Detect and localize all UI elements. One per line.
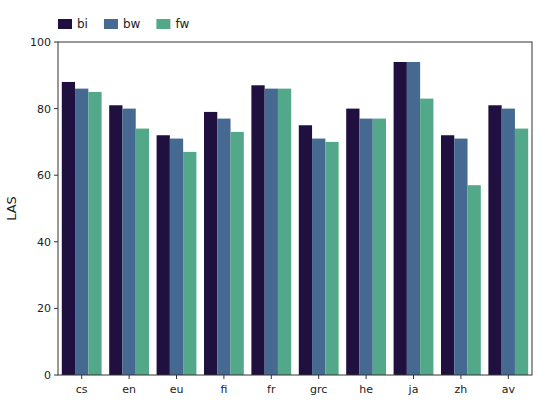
x-tick — [223, 375, 224, 379]
bar — [325, 142, 338, 375]
legend-swatch — [156, 19, 170, 29]
x-tick-label: ja — [408, 383, 419, 396]
bar — [75, 89, 88, 375]
legend-swatch — [104, 19, 118, 29]
bar — [170, 139, 183, 375]
legend: bi bw fw — [58, 17, 189, 31]
legend-item: fw — [156, 17, 189, 31]
bar — [488, 105, 501, 375]
x-tick-label: zh — [455, 383, 468, 396]
x-tick-label: he — [359, 383, 373, 396]
bar — [394, 62, 407, 375]
y-tick-label: 40 — [37, 236, 51, 249]
y-tick — [54, 42, 58, 43]
bar — [359, 119, 372, 375]
x-tick-label: en — [122, 383, 136, 396]
x-tick-label: grc — [310, 383, 327, 396]
bar — [312, 139, 325, 375]
plot-frame — [58, 42, 532, 375]
legend-label: fw — [175, 17, 189, 31]
x-tick — [460, 375, 461, 379]
bar — [346, 109, 359, 375]
bar — [136, 129, 149, 375]
bar — [251, 85, 264, 375]
x-tick — [81, 375, 82, 379]
y-tick-label: 60 — [37, 169, 51, 182]
bar — [441, 135, 454, 375]
x-tick — [366, 375, 367, 379]
bar — [420, 99, 433, 375]
bar — [278, 89, 291, 375]
bar — [231, 132, 244, 375]
x-tick-label: cs — [76, 383, 88, 396]
x-tick-label: fr — [267, 383, 276, 396]
y-tick-label: 80 — [37, 103, 51, 116]
x-tick — [129, 375, 130, 379]
y-tick-label: 100 — [30, 36, 51, 49]
y-tick — [54, 375, 58, 376]
legend-label: bw — [123, 17, 141, 31]
bar — [299, 125, 312, 375]
y-tick — [54, 241, 58, 242]
x-tick — [271, 375, 272, 379]
x-tick-label: fi — [220, 383, 227, 396]
x-tick — [176, 375, 177, 379]
y-tick-label: 20 — [37, 302, 51, 315]
bar — [88, 92, 101, 375]
legend-swatch — [58, 19, 72, 29]
bar — [122, 109, 135, 375]
legend-item: bi — [58, 17, 88, 31]
x-tick — [508, 375, 509, 379]
chart: 0 20 40 60 80 100 cs en eu fi fr grc he ja zh av LAS bi bw… — [0, 0, 546, 409]
bar — [515, 129, 528, 375]
bar — [109, 105, 122, 375]
bar — [502, 109, 515, 375]
x-tick-label: eu — [170, 383, 184, 396]
x-tick-label: av — [502, 383, 516, 396]
bar — [454, 139, 467, 375]
y-tick — [54, 108, 58, 109]
bar — [183, 152, 196, 375]
bar — [157, 135, 170, 375]
bar — [265, 89, 278, 375]
bar — [373, 119, 386, 375]
x-tick — [318, 375, 319, 379]
bar — [204, 112, 217, 375]
legend-item: bw — [104, 17, 141, 31]
bar — [407, 62, 420, 375]
x-tick — [413, 375, 414, 379]
y-tick — [54, 175, 58, 176]
bar — [62, 82, 75, 375]
legend-label: bi — [77, 17, 88, 31]
bars — [62, 62, 528, 375]
y-tick-label: 0 — [44, 369, 51, 382]
y-tick — [54, 308, 58, 309]
bar — [217, 119, 230, 375]
bar — [468, 185, 481, 375]
y-axis-label: LAS — [4, 196, 19, 221]
